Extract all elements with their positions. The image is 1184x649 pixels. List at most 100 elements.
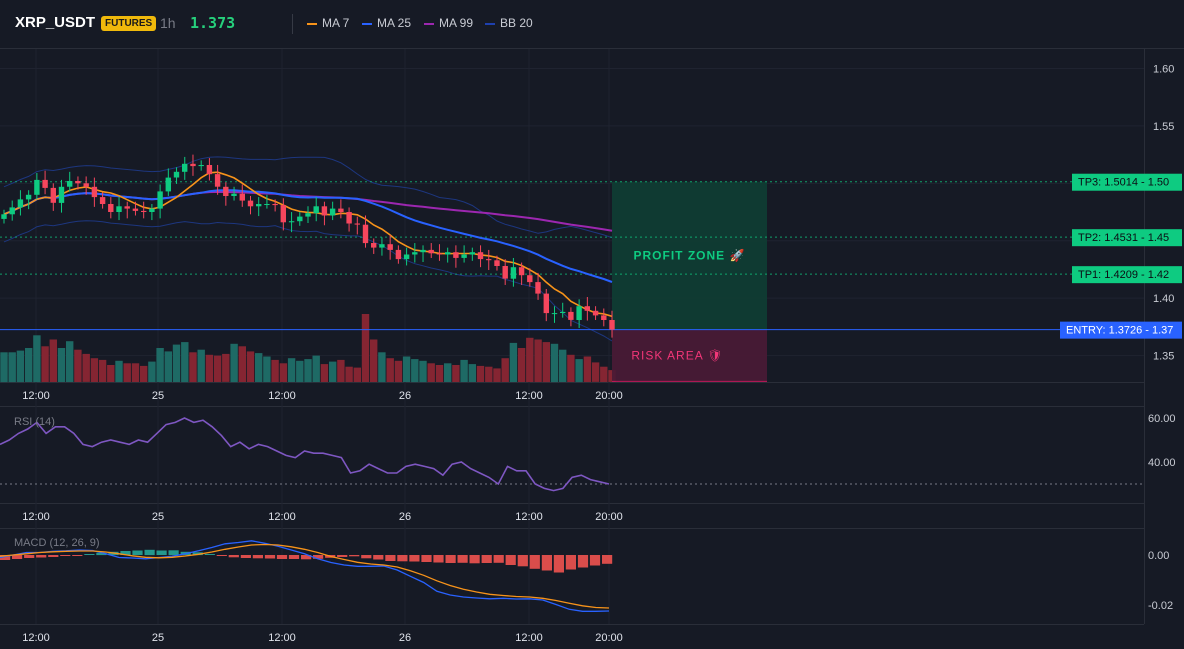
macd-histogram-bar xyxy=(84,554,95,555)
candle-body xyxy=(445,252,451,255)
macd-histogram-bar xyxy=(60,555,71,556)
candle-body xyxy=(494,260,500,266)
volume-bar xyxy=(279,363,288,382)
time-tick-label: 12:00 xyxy=(268,390,296,402)
volume-bar xyxy=(526,337,534,382)
macd-histogram-bar xyxy=(445,555,456,563)
time-tick-label: 20:00 xyxy=(595,511,623,523)
candle-body xyxy=(157,191,163,209)
candle-body xyxy=(280,205,286,223)
legend-ma25[interactable]: MA 25 xyxy=(362,16,411,30)
candle-body xyxy=(239,193,245,201)
volume-bar xyxy=(435,365,444,382)
candle-body xyxy=(502,266,508,279)
volume-bar xyxy=(296,360,304,383)
volume-bar xyxy=(452,365,460,382)
macd-histogram-bar xyxy=(553,555,564,573)
candle-body xyxy=(223,186,229,196)
level-tag-2 xyxy=(1072,266,1182,284)
time-tick-label: 26 xyxy=(399,632,411,644)
candle-body xyxy=(305,213,311,217)
macd-histogram-bar xyxy=(264,555,276,559)
volume-bar xyxy=(444,363,452,382)
timeframe-label[interactable]: 1h xyxy=(160,15,176,31)
candle-body xyxy=(371,243,377,248)
candle-body xyxy=(527,275,533,283)
rsi-line xyxy=(0,417,610,492)
macd-histogram-bar xyxy=(517,555,528,567)
level-tag-3 xyxy=(1060,321,1182,339)
macd-histogram-bar xyxy=(541,555,552,571)
macd-histogram-bar xyxy=(457,555,468,563)
trade-zones: PROFIT ZONE 🚀 RISK AREA 🛡 xyxy=(612,181,767,382)
chart-header: XRP_USDT FUTURES 1h 1.373 MA 7 MA 25 MA … xyxy=(0,0,1184,48)
macd-histogram-bar xyxy=(493,555,504,563)
volume-bar xyxy=(164,351,172,382)
candle-body xyxy=(91,186,98,198)
volume-bar xyxy=(115,360,123,383)
grid-lines xyxy=(0,49,1144,624)
bb20-swatch xyxy=(485,22,495,25)
macd-tick-label: -0.02 xyxy=(1148,600,1173,612)
volume-bar xyxy=(378,352,386,383)
volume-bar xyxy=(353,367,361,382)
candle-body xyxy=(132,208,139,211)
candle-body xyxy=(354,223,360,225)
profit-zone-box xyxy=(612,181,767,330)
macd-histogram-bar xyxy=(216,555,227,556)
rsi-tick-label: 40.00 xyxy=(1148,457,1176,469)
macd-histogram-bar xyxy=(469,555,480,564)
candle-body xyxy=(124,206,130,209)
volume-bar xyxy=(16,350,25,383)
profit-zone-label: PROFIT ZONE 🚀 xyxy=(634,249,746,263)
volume-bar xyxy=(427,363,435,382)
volume-bar xyxy=(66,341,74,382)
time-tick-label: 12:00 xyxy=(515,632,543,644)
volume-bar xyxy=(312,355,320,382)
macd-tick-label: 0.00 xyxy=(1148,550,1169,562)
candle-body xyxy=(560,311,566,313)
candle-body xyxy=(50,187,56,203)
macd-histogram-bar xyxy=(361,555,372,559)
volume-bar xyxy=(213,355,222,382)
volume-bar xyxy=(156,348,164,382)
volume-bar xyxy=(246,351,255,382)
candle-body xyxy=(412,252,418,255)
bb-lower-line xyxy=(3,220,613,342)
candle-body xyxy=(149,208,155,212)
macd-histogram-bar xyxy=(529,555,540,569)
volume-bar xyxy=(419,360,427,383)
volume-bar xyxy=(411,359,419,383)
volume-bar xyxy=(0,352,8,383)
macd-histogram-bar xyxy=(144,549,155,556)
macd-histogram-bar xyxy=(397,555,408,562)
ma25-swatch xyxy=(362,22,372,25)
candle-body xyxy=(403,254,410,260)
candle-body xyxy=(116,206,122,212)
macd-histogram-bar xyxy=(120,551,131,555)
time-tick-label: 20:00 xyxy=(595,390,623,402)
volume-bar xyxy=(57,348,66,382)
level-tag-text-2: TP1: 1.4209 - 1.42 xyxy=(1078,269,1169,281)
legend-ma7-label: MA 7 xyxy=(322,16,350,30)
volume-bar xyxy=(559,349,567,382)
candle-body xyxy=(436,253,443,255)
candle-body xyxy=(297,216,303,222)
level-tag-text-1: TP2: 1.4531 - 1.45 xyxy=(1078,232,1169,244)
volume-bar xyxy=(485,366,493,382)
time-tick-label: 12:00 xyxy=(268,632,296,644)
legend-ma99-label: MA 99 xyxy=(439,16,474,30)
macd-line xyxy=(0,540,610,612)
candle-body xyxy=(83,183,89,187)
candle-body xyxy=(17,199,24,208)
candle-body xyxy=(321,206,328,216)
candle-body xyxy=(182,163,188,172)
legend-ma99[interactable]: MA 99 xyxy=(424,16,473,30)
legend-bb20[interactable]: BB 20 xyxy=(485,16,533,30)
macd-histogram-bar xyxy=(36,555,47,558)
candle-body xyxy=(264,204,270,205)
candle-body xyxy=(510,267,517,279)
symbol-name[interactable]: XRP_USDT xyxy=(15,14,96,31)
legend-ma7[interactable]: MA 7 xyxy=(307,16,349,30)
